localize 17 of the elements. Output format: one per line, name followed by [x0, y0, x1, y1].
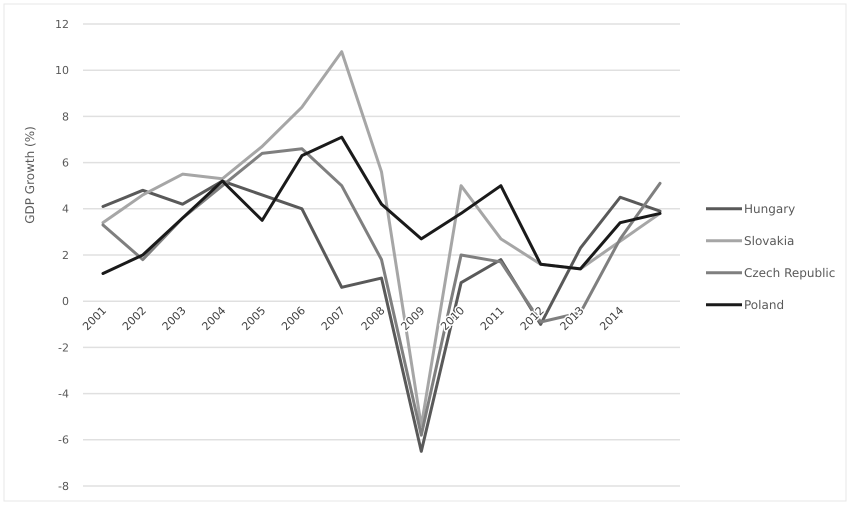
legend-label: Czech Republic	[744, 266, 836, 280]
y-tick-label: 12	[55, 18, 69, 31]
legend-label: Slovakia	[744, 234, 794, 248]
line-series	[102, 136, 662, 275]
y-tick-label: 0	[62, 295, 69, 308]
y-tick-label: -2	[58, 341, 69, 354]
y-tick-label: 4	[62, 202, 69, 216]
y-axis-title: GDP Growth (%)	[23, 126, 37, 224]
y-tick-label: -4	[58, 387, 69, 400]
y-tick-label: -6	[58, 434, 69, 447]
legend-label: Hungary	[744, 202, 796, 216]
y-tick-label: 8	[62, 110, 69, 124]
y-tick-label: 10	[55, 64, 69, 78]
y-tick-label: -8	[58, 480, 69, 493]
y-tick-label: 2	[62, 248, 69, 262]
legend-label: Poland	[744, 298, 784, 312]
y-tick-label: 6	[62, 156, 69, 170]
